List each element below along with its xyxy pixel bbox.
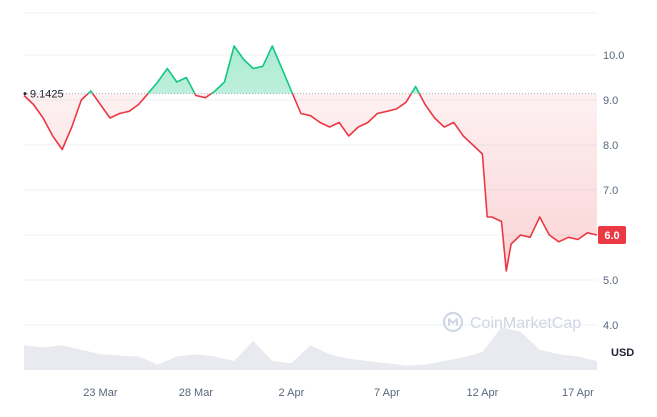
y-tick-label: 4.0 bbox=[603, 320, 618, 332]
x-tick-label: 12 Apr bbox=[466, 387, 498, 399]
y-tick-label: 7.0 bbox=[603, 185, 618, 197]
x-tick-label: 28 Mar bbox=[179, 387, 214, 399]
reference-line: 9.1425 bbox=[23, 89, 597, 101]
price-line-below bbox=[23, 93, 598, 272]
volume-area bbox=[24, 327, 597, 370]
coinmarketcap-logo-icon bbox=[442, 311, 464, 333]
volume-area-shape bbox=[24, 327, 597, 370]
reference-value-label: 9.1425 bbox=[30, 89, 64, 101]
price-fill bbox=[24, 46, 597, 271]
current-price-badge bbox=[598, 226, 626, 244]
y-tick-label: 5.0 bbox=[603, 275, 618, 287]
price-line bbox=[23, 45, 598, 272]
y-unit-label: USD bbox=[611, 347, 634, 359]
x-tick-label: 2 Apr bbox=[279, 387, 305, 399]
watermark-text: CoinMarketCap bbox=[470, 315, 581, 332]
fill-above-reference bbox=[88, 46, 420, 94]
reference-marker bbox=[23, 92, 27, 96]
current-price-label: 6.0 bbox=[604, 230, 619, 242]
y-tick-label: 9.0 bbox=[603, 95, 618, 107]
fill-below-reference bbox=[24, 93, 597, 271]
x-tick-label: 17 Apr bbox=[562, 387, 594, 399]
x-tick-label: 23 Mar bbox=[83, 387, 118, 399]
y-tick-label: 10.0 bbox=[603, 50, 624, 62]
watermark: CoinMarketCap bbox=[442, 311, 581, 333]
x-tick-label: 7 Apr bbox=[374, 387, 400, 399]
y-tick-label: 8.0 bbox=[603, 140, 618, 152]
axes: 4.0 5.0 6.0 7.0 8.0 9.0 10.0 23 Mar 28 Mar 2 Apr 7… bbox=[83, 50, 634, 399]
